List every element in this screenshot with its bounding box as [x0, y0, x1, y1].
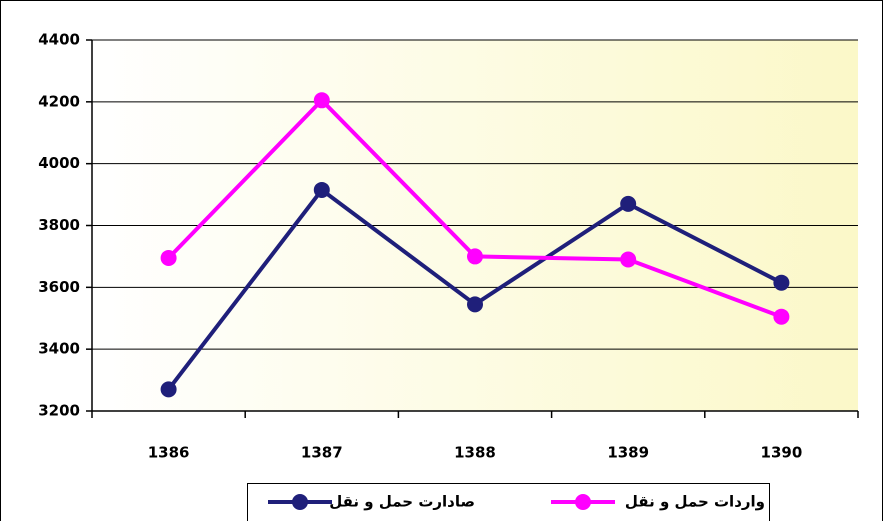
- data-point: [620, 195, 637, 212]
- data-point: [313, 181, 330, 198]
- data-point: [773, 274, 790, 291]
- legend-marker: [292, 494, 308, 510]
- x-tick-label: 1387: [301, 444, 343, 462]
- x-tick-label: 1389: [607, 444, 649, 462]
- y-tick-label: 4200: [38, 92, 80, 110]
- legend-label: صادارت حمل و نقل: [329, 493, 475, 511]
- data-point: [160, 249, 177, 266]
- y-tick-label: 3200: [38, 402, 80, 420]
- data-point: [313, 92, 330, 109]
- data-point: [467, 248, 483, 265]
- x-tick-label: 1388: [454, 444, 496, 462]
- x-tick-label: 1390: [761, 444, 803, 462]
- data-point: [160, 381, 177, 398]
- y-tick-label: 3800: [38, 216, 80, 234]
- legend-box: [247, 483, 770, 521]
- legend-label: واردات حمل و نقل: [625, 493, 765, 511]
- y-tick-label: 4000: [38, 154, 80, 172]
- y-tick-label: 3400: [38, 340, 80, 358]
- legend: [247, 483, 770, 521]
- legend-marker: [575, 494, 591, 510]
- y-tick-label: 3600: [38, 278, 80, 296]
- data-point: [467, 296, 483, 313]
- x-tick-label: 1386: [148, 444, 190, 462]
- data-point: [620, 251, 637, 268]
- y-tick-label: 4400: [38, 31, 80, 49]
- data-point: [773, 308, 790, 325]
